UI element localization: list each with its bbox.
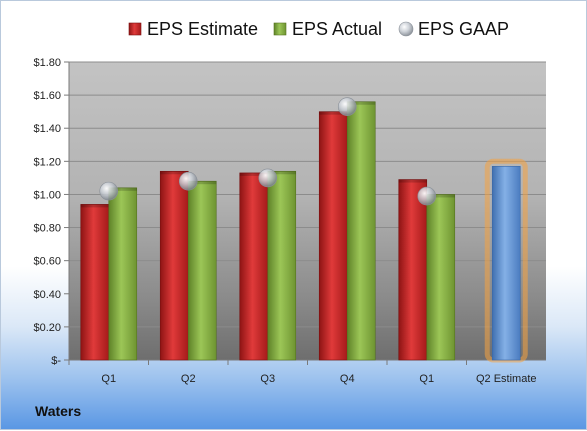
y-tick-label: $0.40 [33, 289, 61, 301]
eps-gaap-marker [178, 171, 198, 191]
legend-swatch-eps-estimate [128, 22, 142, 36]
y-tick-label: $0.80 [33, 223, 61, 235]
y-tick-label: $0.20 [33, 322, 61, 334]
bar-top-shade [347, 101, 376, 105]
y-tick-label: $1.60 [33, 90, 61, 102]
legend-label: EPS Estimate [147, 19, 258, 39]
y-tick-label: $0.60 [33, 256, 61, 268]
y-tick-label: $1.20 [33, 156, 61, 168]
bar-top-shade [239, 172, 268, 176]
plot-area [69, 62, 546, 360]
bar-eps-estimate [159, 170, 189, 361]
x-tick-label: Q3 [260, 373, 275, 385]
y-tick-label: $1.40 [33, 123, 61, 135]
bar-eps-actual [108, 187, 138, 361]
legend-swatch-eps-gaap [398, 21, 414, 37]
y-tick-label: $1.00 [33, 189, 61, 201]
bar-top-shade [398, 179, 427, 183]
y-tick-label: $1.80 [33, 57, 61, 69]
bar-top-shade [160, 171, 189, 175]
bar-eps-estimate [80, 204, 110, 361]
bar-top-shade [188, 181, 217, 185]
x-tick-label: Q4 [340, 373, 355, 385]
x-tick-label: Q1 [419, 373, 434, 385]
eps-gaap-marker [417, 186, 437, 206]
bar-eps-estimate [239, 172, 269, 361]
eps-gaap-marker [258, 168, 278, 188]
x-tick-label: Q1 [101, 373, 116, 385]
eps-gaap-marker [337, 97, 357, 116]
bar-top-shade [267, 171, 296, 175]
bar-eps-actual [346, 101, 376, 361]
x-tick-label: Q2 [181, 373, 196, 385]
bar-eps-actual [267, 170, 297, 361]
bar-top-shade [426, 194, 455, 198]
legend-label: EPS Actual [292, 19, 382, 39]
bar-top-shade [108, 187, 137, 191]
bar-eps-estimate [398, 179, 428, 361]
bar-top-shade [80, 204, 109, 208]
x-tick-label: Q2 Estimate [476, 373, 537, 385]
company-name: Waters [35, 403, 82, 419]
bar-eps-actual [426, 194, 456, 361]
legend-label: EPS GAAP [418, 19, 509, 39]
bar-q2-estimate [491, 166, 521, 361]
legend-swatch-eps-actual [273, 22, 287, 36]
eps-gaap-marker [99, 181, 119, 201]
y-tick-label: $- [51, 355, 61, 367]
bar-eps-actual [187, 180, 217, 361]
bar-eps-estimate [318, 111, 348, 361]
bar-top-shade [319, 111, 348, 115]
